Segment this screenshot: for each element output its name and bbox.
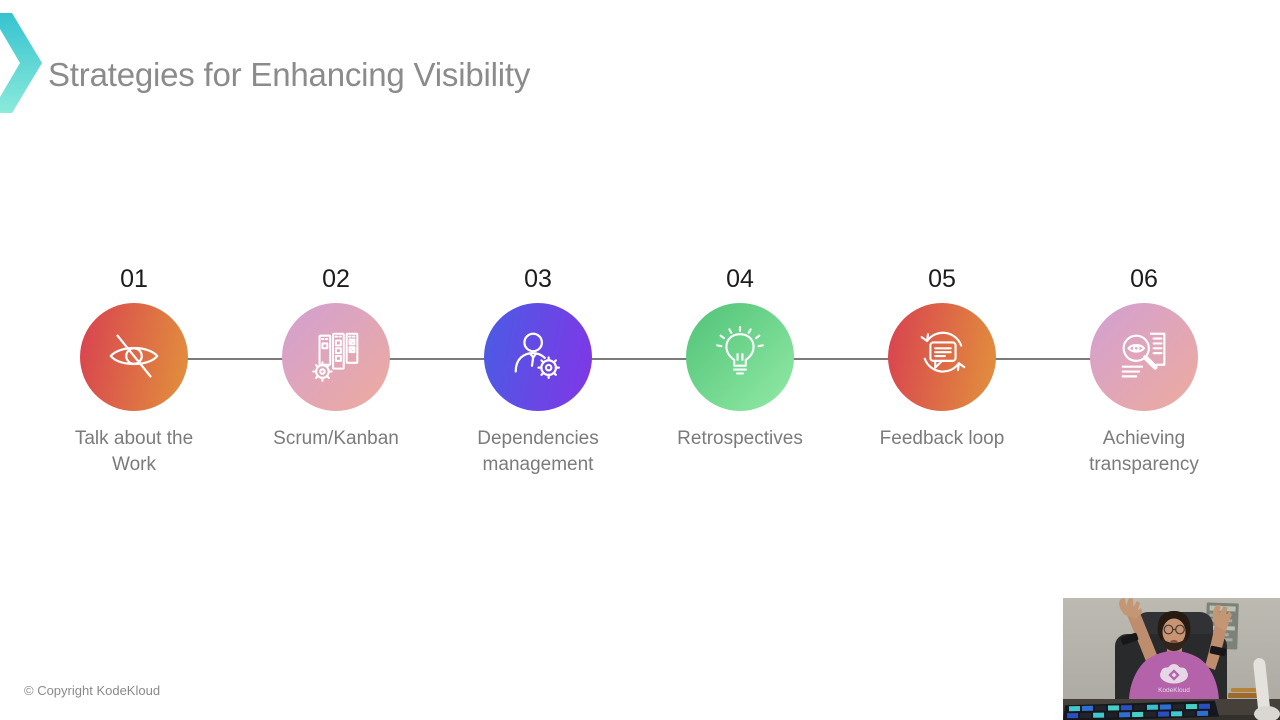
step-circle [484, 303, 592, 411]
step-circle [686, 303, 794, 411]
step-number: 03 [524, 265, 552, 293]
page-title: Strategies for Enhancing Visibility [48, 56, 531, 93]
step-label: Talk about the Work [74, 428, 194, 475]
step-number: 04 [726, 265, 754, 293]
kodekloud-chevron-logo [0, 13, 42, 113]
step-number: 06 [1130, 265, 1158, 293]
step-circle [282, 303, 390, 411]
person-gear-icon [514, 332, 560, 379]
step-item-1: 01 Talk about the Work [33, 264, 235, 477]
step-item-4: 04 Retrospectives [639, 264, 841, 477]
step-number: 01 [120, 265, 148, 293]
step-circle [1090, 303, 1198, 411]
lightbulb-icon [716, 326, 764, 375]
rgb-keyboard [1063, 700, 1220, 720]
shirt-logo [1160, 664, 1188, 684]
kanban-board-icon [312, 332, 359, 382]
step-number: 05 [928, 265, 956, 293]
timeline-connector-line [134, 358, 1146, 360]
shirt-text: KodeKloud [1158, 687, 1190, 694]
step-item-6: 06 Achieving transparency [1043, 264, 1245, 477]
step-item-3: 03 Dependencies management [437, 264, 639, 477]
step-item-5: 05 Feedback loop [841, 264, 1043, 477]
step-label: Feedback loop [879, 428, 1005, 449]
feedback-loop-icon [920, 331, 966, 373]
magnifier-eye-icon [1121, 332, 1166, 378]
step-label: Scrum/Kanban [273, 428, 399, 449]
step-label: Dependencies management [477, 428, 599, 475]
eye-slash-icon [109, 334, 159, 378]
mic-boom-arm [1253, 658, 1280, 720]
step-number: 02 [322, 265, 350, 293]
copyright-text: © Copyright KodeKloud [24, 683, 161, 698]
webcam-overlay: KodeKloud [1063, 598, 1280, 720]
step-label: Achieving transparency [1089, 428, 1199, 475]
step-circle [80, 303, 188, 411]
step-item-2: 02 [235, 264, 437, 477]
step-circle [888, 303, 996, 411]
steps-row: 01 Talk about the Work 02 [33, 264, 1245, 477]
webcam-scene: KodeKloud [1063, 598, 1280, 720]
step-label: Retrospectives [677, 428, 803, 449]
